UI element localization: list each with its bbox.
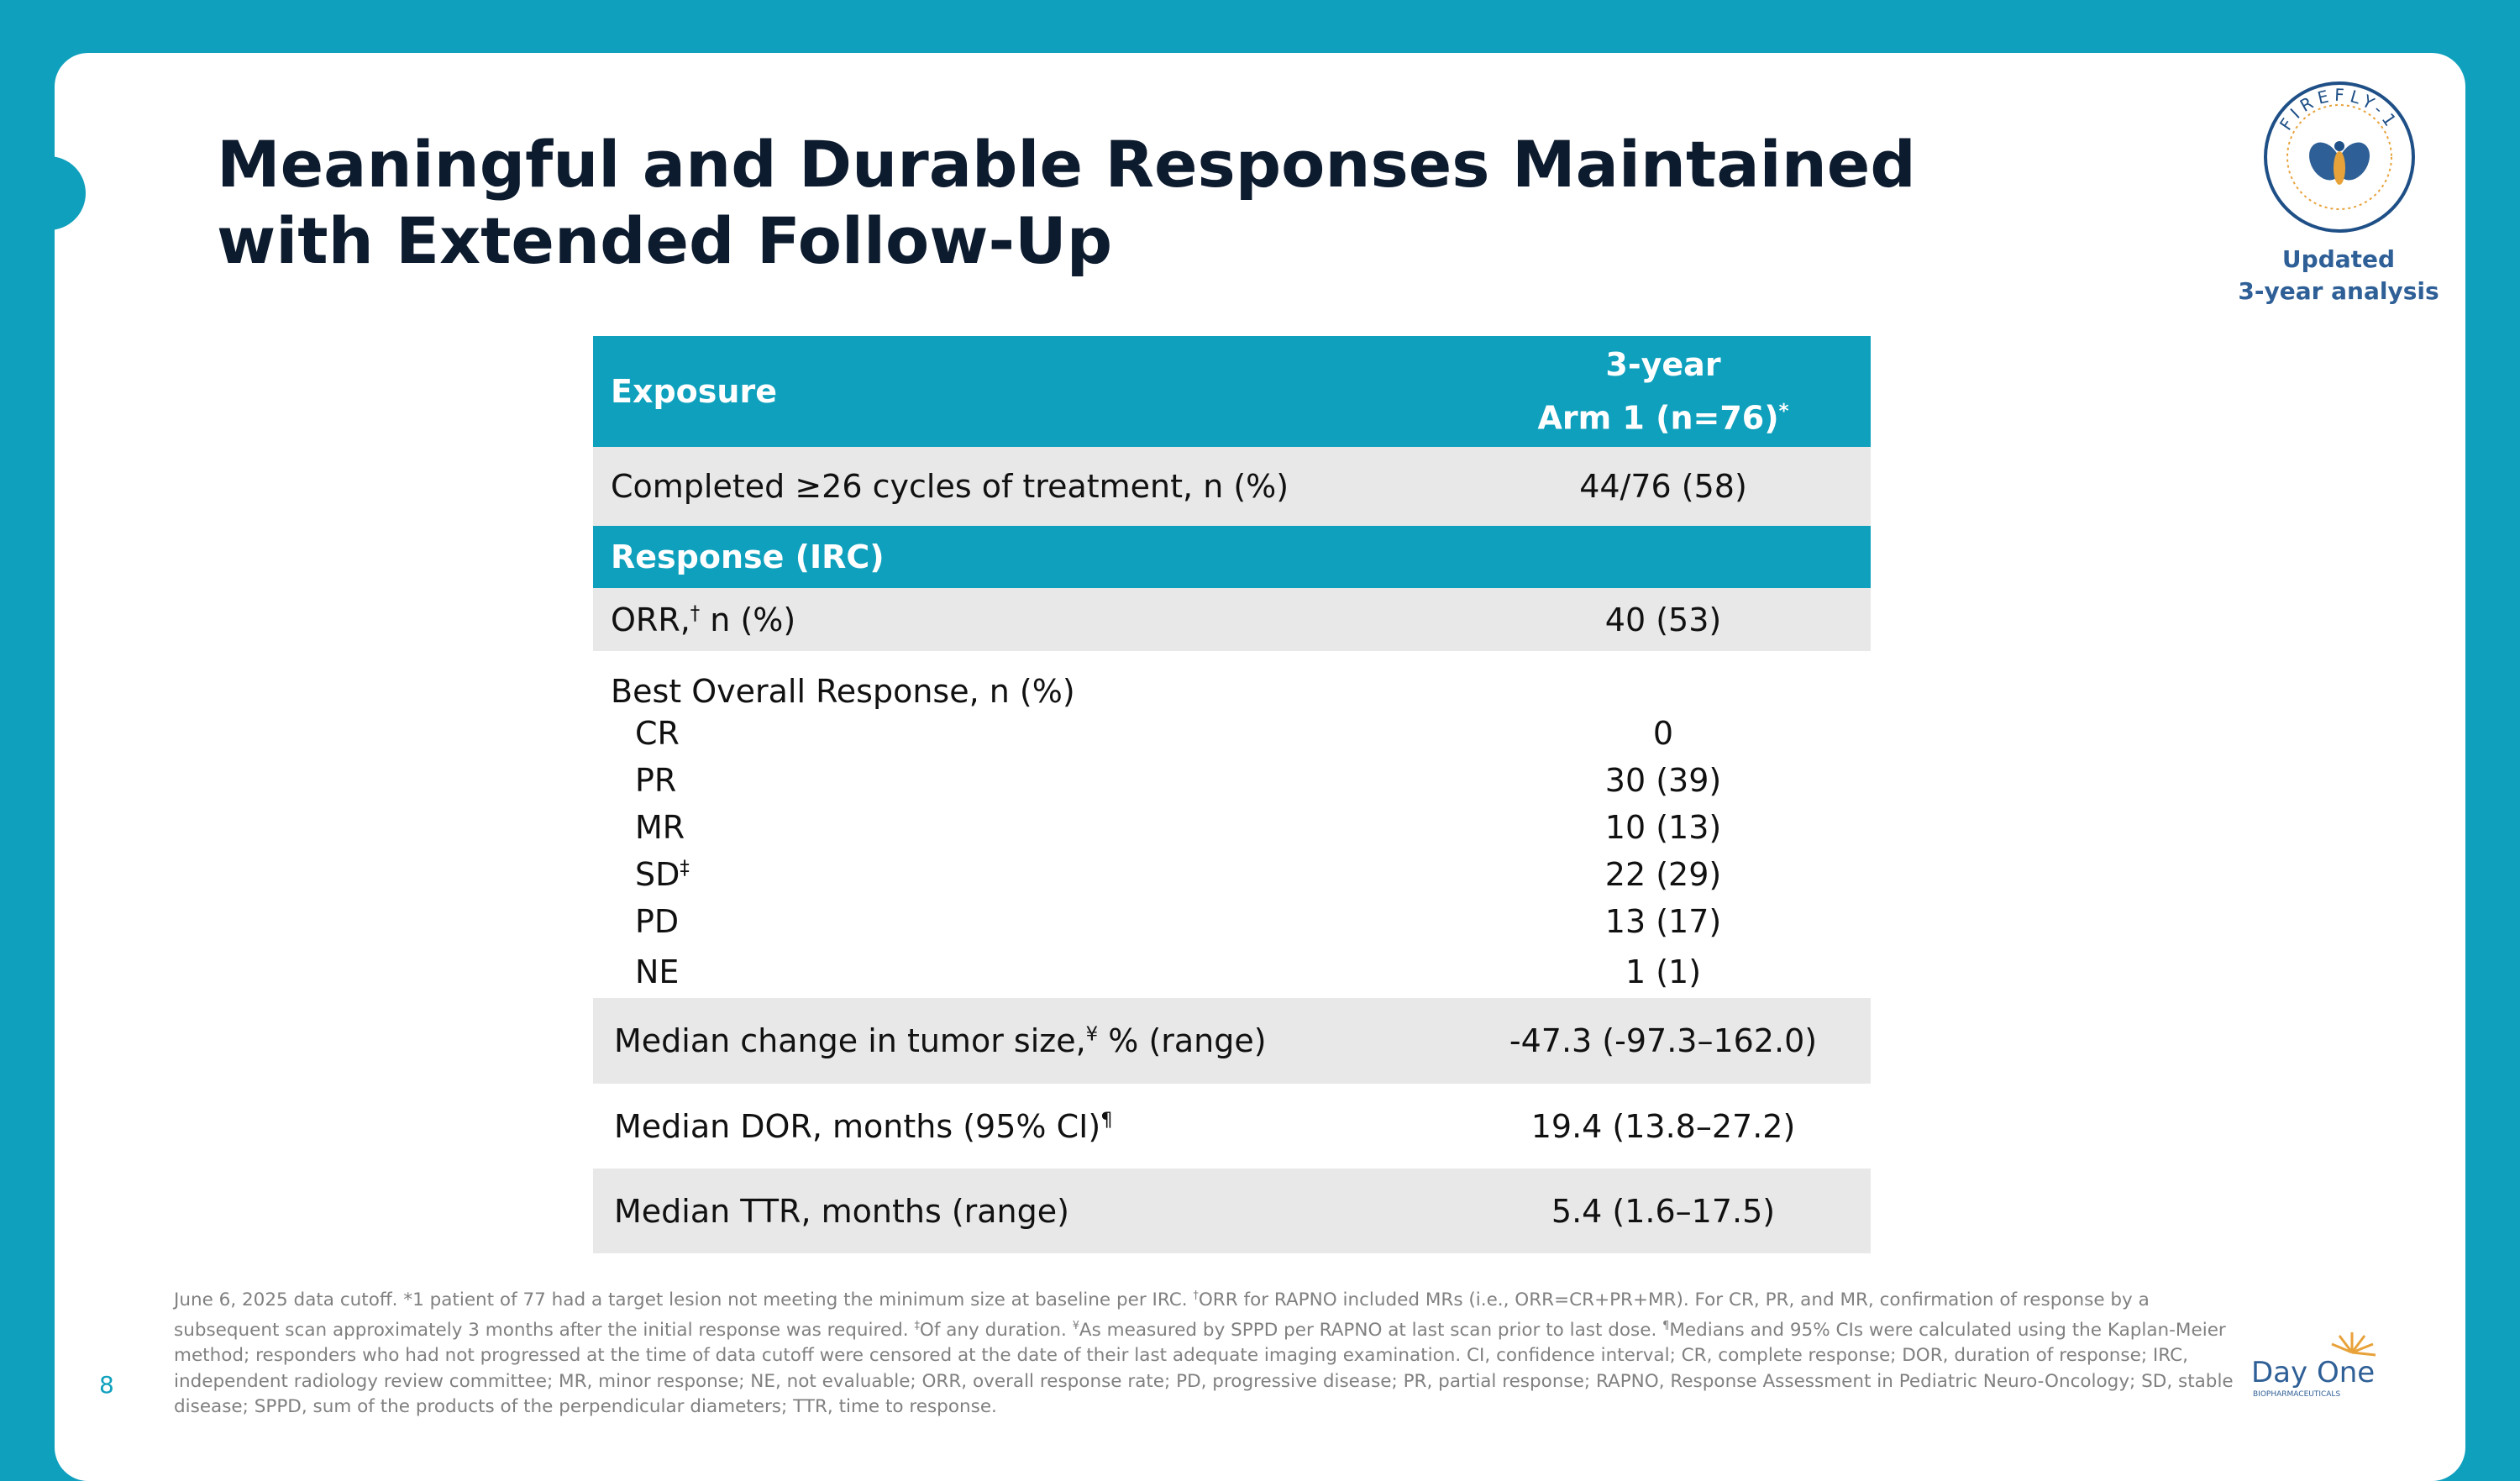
row-value: 0 bbox=[1652, 715, 1674, 752]
superscript: † bbox=[1193, 1289, 1199, 1302]
firefly-logo: FIREFLY-1 bbox=[2264, 81, 2415, 233]
table-row: MR 10 (13) bbox=[593, 804, 1871, 851]
brand-name: Day One bbox=[2251, 1356, 2375, 1389]
label-text: % (range) bbox=[1098, 1022, 1267, 1059]
superscript: ¶ bbox=[1662, 1319, 1670, 1332]
header-text: 3-year bbox=[1605, 346, 1721, 384]
table-row: ORR,† n (%) 40 (53) bbox=[593, 588, 1871, 651]
row-value: 19.4 (13.8–27.2) bbox=[1530, 1107, 1796, 1145]
table-row: Completed ≥26 cycles of treatment, n (%)… bbox=[593, 447, 1871, 526]
brand-tagline: BIOPHARMACEUTICALS bbox=[2253, 1390, 2340, 1399]
table-row: Response (IRC) bbox=[593, 526, 1871, 588]
label-text: Response (IRC) bbox=[611, 538, 885, 575]
label-text: n (%) bbox=[700, 601, 796, 638]
label-text: Completed ≥26 cycles of treatment, n (%) bbox=[611, 468, 1289, 505]
footnote-text: Medians and 95% CIs were calculated usin… bbox=[174, 1319, 2234, 1418]
row-value: 13 (17) bbox=[1604, 903, 1722, 940]
row-value: 5.4 (1.6–17.5) bbox=[1551, 1192, 1776, 1230]
table-row: Median TTR, months (range) 5.4 (1.6–17.5) bbox=[593, 1169, 1871, 1253]
row-value: 40 (53) bbox=[1604, 601, 1722, 638]
slide-title: Meaningful and Durable Responses Maintai… bbox=[217, 127, 1916, 278]
label-text: NE bbox=[635, 953, 680, 990]
superscript: † bbox=[690, 601, 701, 624]
footnote-text: Of any duration. bbox=[919, 1319, 1073, 1341]
label-text: Median DOR, months (95% CI) bbox=[614, 1107, 1101, 1145]
table-header: Exposure 3-year Arm 1 (n=76)* bbox=[593, 336, 1871, 447]
table-row: PR 30 (39) bbox=[593, 757, 1871, 804]
day-one-logo: Day One BIOPHARMACEUTICALS bbox=[2251, 1332, 2376, 1399]
row-label: Best Overall Response, n (%) bbox=[593, 673, 1517, 710]
row-label: Median change in tumor size,¥ % (range) bbox=[593, 1022, 1517, 1059]
row-value: 10 (13) bbox=[1604, 809, 1722, 846]
footnote-text: As measured by SPPD per RAPNO at last sc… bbox=[1079, 1319, 1663, 1341]
table-row: CR 0 bbox=[593, 710, 1871, 757]
superscript: ¥ bbox=[1085, 1023, 1099, 1046]
superscript: ‡ bbox=[914, 1319, 920, 1332]
row-label: NE bbox=[593, 953, 1517, 990]
table-row: Median change in tumor size,¥ % (range) -… bbox=[593, 998, 1871, 1084]
row-value: 30 (39) bbox=[1604, 762, 1722, 799]
row-label: MR bbox=[593, 809, 1517, 846]
header-text: Arm 1 (n=76)* bbox=[1456, 388, 1871, 442]
row-label: PD bbox=[593, 903, 1517, 940]
table-row: Median DOR, months (95% CI)¶ 19.4 (13.8–2… bbox=[593, 1084, 1871, 1169]
label-text: Best Overall Response, n (%) bbox=[611, 673, 1075, 710]
header-text: Arm 1 (n=76) bbox=[1537, 399, 1779, 437]
badge: Updated 3-year analysis bbox=[2218, 244, 2460, 307]
table-row: NE 1 (1) bbox=[593, 945, 1871, 998]
row-label: Median DOR, months (95% CI)¶ bbox=[593, 1108, 1517, 1145]
superscript: ¥ bbox=[1072, 1319, 1079, 1332]
label-text: Median change in tumor size, bbox=[614, 1022, 1086, 1059]
row-value: 22 (29) bbox=[1604, 856, 1722, 893]
row-value: 44/76 (58) bbox=[1579, 468, 1747, 505]
label-text: PR bbox=[635, 762, 677, 799]
table: Exposure 3-year Arm 1 (n=76)* Completed ≥… bbox=[593, 336, 1871, 1253]
badge-line: 3-year analysis bbox=[2238, 277, 2439, 305]
header-cell: Exposure bbox=[611, 373, 777, 410]
superscript: ‡ bbox=[680, 857, 690, 880]
slide: Meaningful and Durable Responses Maintai… bbox=[12, 53, 2465, 1481]
table-row: PD 13 (17) bbox=[593, 898, 1871, 945]
label-text: MR bbox=[635, 809, 685, 846]
row-value: 1 (1) bbox=[1625, 953, 1702, 990]
table-row: SD‡ 22 (29) bbox=[593, 851, 1871, 898]
footnote-text: ORR for RAPNO included MRs (i.e., ORR=CR… bbox=[174, 1289, 2150, 1341]
page-number: 8 bbox=[99, 1371, 114, 1399]
row-label: Completed ≥26 cycles of treatment, n (%) bbox=[593, 468, 1517, 505]
row-label: ORR,† n (%) bbox=[593, 601, 1517, 638]
label-text: Median TTR, months (range) bbox=[614, 1192, 1069, 1230]
decoration bbox=[12, 156, 86, 230]
row-label: PR bbox=[593, 762, 1517, 799]
label-text: ORR, bbox=[611, 601, 690, 638]
footnote: June 6, 2025 data cutoff. *1 patient of … bbox=[174, 1284, 2240, 1421]
row-value: -47.3 (-97.3–162.0) bbox=[1509, 1022, 1818, 1059]
label-text: SD bbox=[635, 856, 680, 893]
row-label: CR bbox=[593, 715, 1517, 752]
superscript: ¶ bbox=[1100, 1108, 1113, 1131]
superscript: * bbox=[1778, 401, 1789, 423]
row-label: Response (IRC) bbox=[593, 538, 1517, 575]
row-label: SD‡ bbox=[593, 856, 1517, 893]
label-text: PD bbox=[635, 903, 680, 940]
footnote-text: June 6, 2025 data cutoff. *1 patient of … bbox=[174, 1289, 1194, 1311]
label-text: CR bbox=[635, 715, 680, 752]
table-row: Best Overall Response, n (%) bbox=[593, 651, 1871, 710]
header-cell: 3-year Arm 1 (n=76)* bbox=[1456, 341, 1871, 442]
row-label: Median TTR, months (range) bbox=[593, 1193, 1517, 1230]
badge-line: Updated bbox=[2281, 245, 2396, 273]
